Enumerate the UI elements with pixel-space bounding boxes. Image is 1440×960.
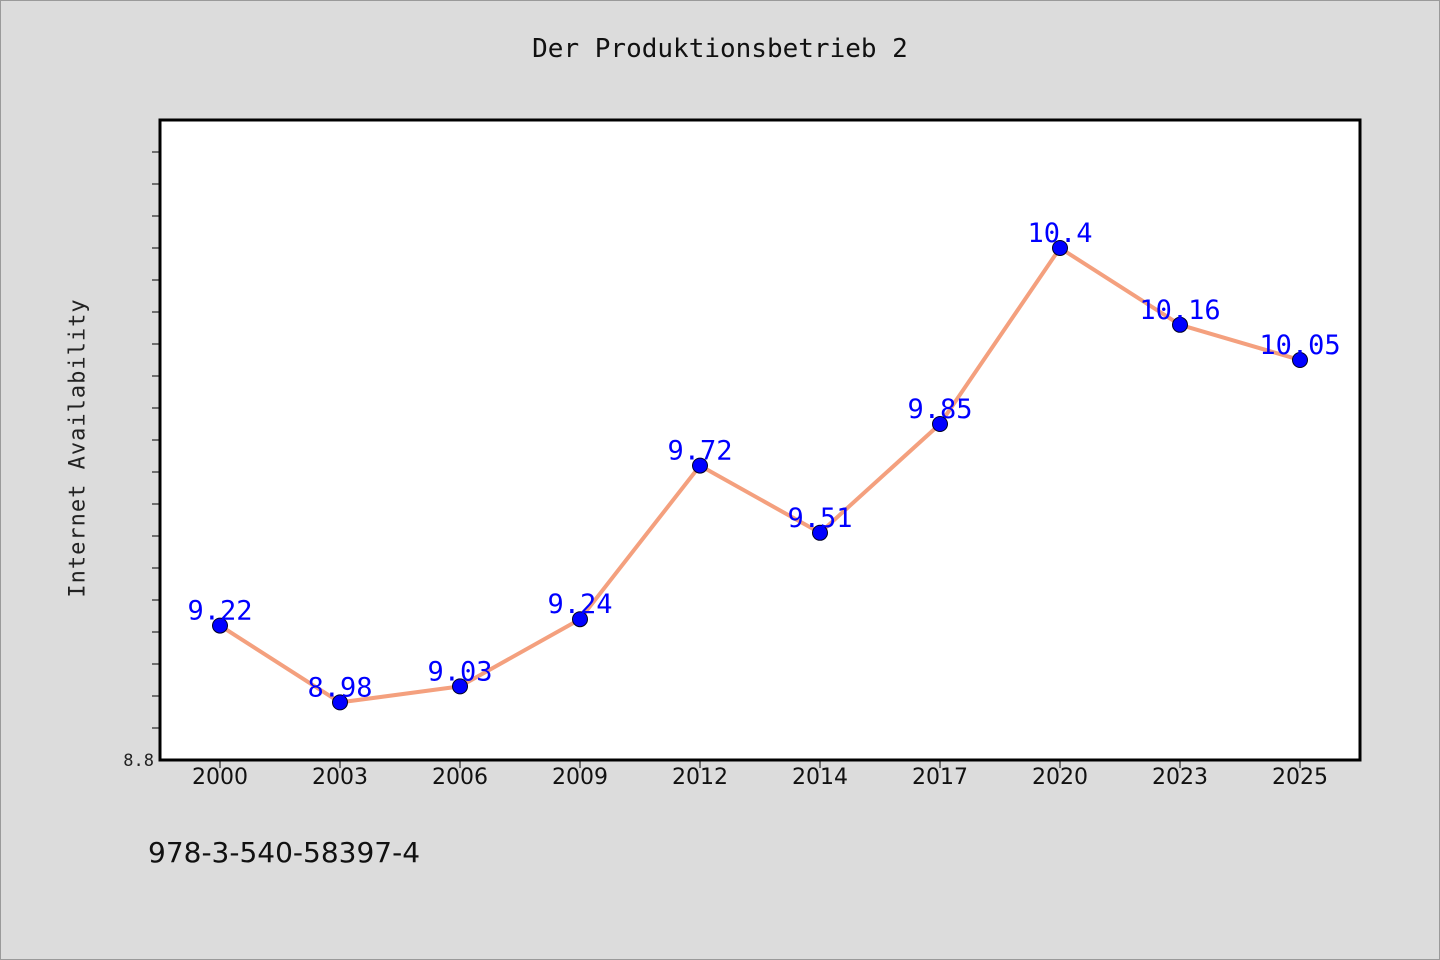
- data-point: [572, 611, 588, 628]
- x-tick-label: 2020: [1032, 765, 1088, 790]
- data-point: [1292, 352, 1308, 368]
- plot-area: [158, 118, 1362, 762]
- x-tick-label: 2014: [792, 765, 848, 790]
- data-label: 10.05: [1259, 330, 1340, 361]
- data-label: 9.85: [907, 394, 972, 425]
- x-tick-label: 2000: [192, 765, 248, 790]
- data-label: 9.72: [667, 436, 732, 467]
- data-point: [332, 694, 348, 711]
- data-point: [812, 524, 828, 541]
- data-label: 10.16: [1139, 295, 1220, 326]
- x-tick-label: 2006: [432, 765, 488, 790]
- x-tick-label: 2009: [552, 765, 608, 790]
- data-label: 8.98: [307, 672, 372, 703]
- x-tick-label: 2003: [312, 765, 368, 790]
- data-label: 9.03: [427, 656, 492, 687]
- isbn-footnote: 978-3-540-58397-4: [148, 836, 421, 869]
- x-tick-label: 2017: [912, 765, 968, 790]
- series-line: [218, 246, 1301, 705]
- data-point: [932, 416, 948, 432]
- chart-title: Der Produktionsbetrieb 2: [532, 34, 908, 64]
- x-tick-label: 2025: [1272, 765, 1328, 790]
- data-point: [1172, 316, 1188, 333]
- data-point: [1052, 240, 1068, 256]
- x-tick-label: 2023: [1152, 765, 1208, 790]
- x-tick-label: 2012: [672, 765, 728, 790]
- data-label: 10.4: [1027, 218, 1092, 249]
- data-point: [692, 457, 708, 474]
- data-label: 9.22: [187, 596, 252, 627]
- data-point: [452, 678, 468, 695]
- data-point: [212, 617, 228, 634]
- y-tick-label: 8.8: [123, 751, 154, 771]
- data-label: 9.24: [547, 589, 612, 620]
- data-label: 9.51: [787, 503, 852, 534]
